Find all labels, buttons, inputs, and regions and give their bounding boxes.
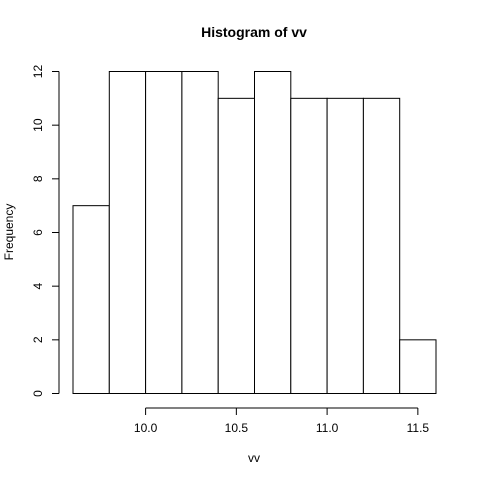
- histogram-bar-3: [181, 71, 219, 394]
- histogram-bar-4: [217, 97, 255, 394]
- histogram-bar-9: [399, 339, 437, 395]
- x-axis: 10.0 10.5 11.0 11.5: [134, 407, 430, 435]
- x-axis-label: vv: [248, 451, 260, 465]
- x-tick-label: 11.5: [407, 421, 430, 435]
- y-tick-label: 0: [31, 390, 45, 397]
- y-tick-label: 2: [31, 336, 45, 343]
- histogram-bar-7: [326, 97, 364, 394]
- y-axis: 0 2 4 6 8 10 12: [31, 65, 60, 397]
- chart-title: Histogram of vv: [201, 24, 307, 40]
- y-tick-label: 12: [31, 65, 45, 79]
- x-tick-label: 10.0: [134, 421, 158, 435]
- x-tick-label: 11.0: [316, 421, 339, 435]
- y-tick-label: 8: [31, 175, 45, 182]
- histogram-bar-0: [72, 205, 110, 394]
- x-tick-label: 10.5: [225, 421, 249, 435]
- histogram-bar-1: [108, 71, 147, 394]
- y-tick-label: 10: [31, 118, 45, 132]
- y-tick-label: 6: [31, 229, 45, 236]
- bars-group: [72, 71, 437, 395]
- y-axis-label: Frequency: [2, 204, 16, 261]
- histogram-bar-8: [362, 97, 401, 394]
- histogram-bar-6: [290, 97, 328, 394]
- y-tick-label: 4: [31, 283, 45, 290]
- histogram-bar-5: [254, 71, 292, 394]
- histogram-bar-2: [145, 71, 183, 394]
